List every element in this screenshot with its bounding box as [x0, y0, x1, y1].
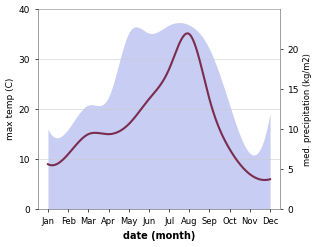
Y-axis label: med. precipitation (kg/m2): med. precipitation (kg/m2) [303, 53, 313, 165]
X-axis label: date (month): date (month) [123, 231, 195, 242]
Y-axis label: max temp (C): max temp (C) [5, 78, 15, 140]
